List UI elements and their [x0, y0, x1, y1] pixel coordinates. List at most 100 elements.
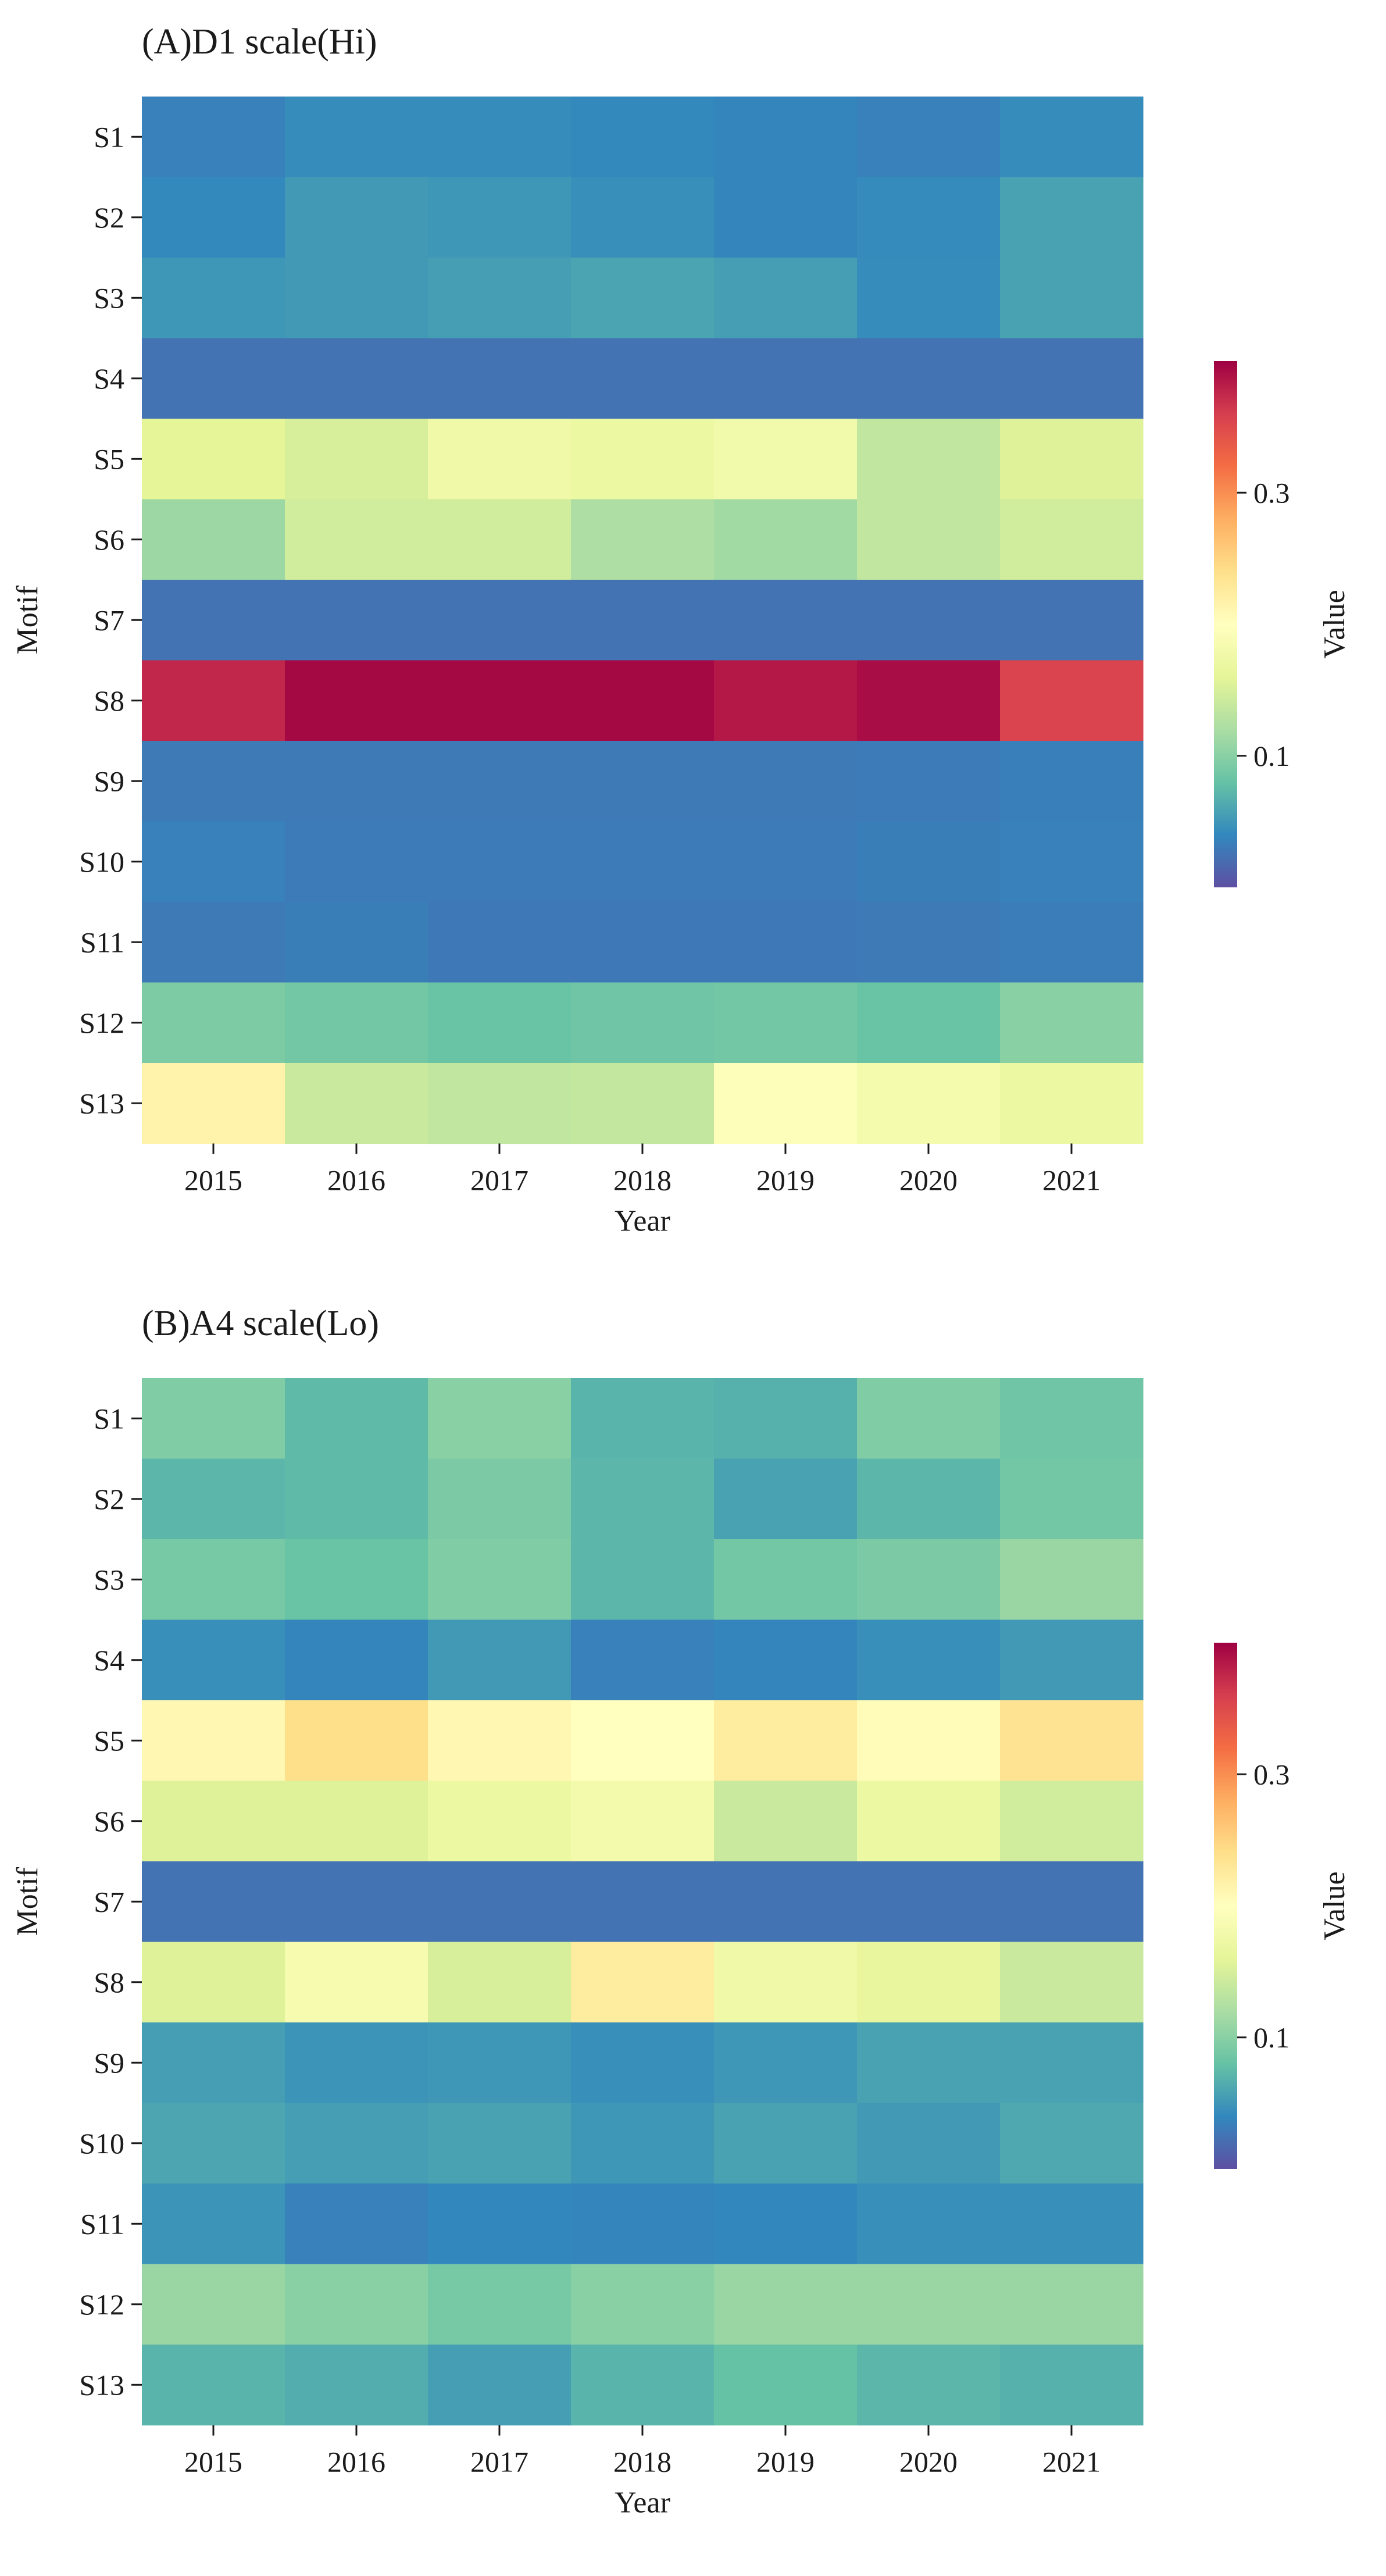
heatmap-cell-S1-2018 — [571, 1378, 715, 1460]
heatmap-cell-S11-2020 — [857, 902, 1001, 983]
heatmap-cell-S2-2015 — [142, 1458, 285, 1540]
heatmap-cell-S1-2016 — [285, 1378, 428, 1460]
heatmap-cell-S12-2018 — [571, 982, 715, 1064]
heatmap-cell-S9-2016 — [285, 2022, 428, 2104]
heatmap-cell-S5-2019 — [714, 1700, 858, 1782]
heatmap-cell-S1-2017 — [428, 1378, 571, 1460]
heatmap-cell-S10-2020 — [857, 2103, 1001, 2184]
heatmap-cell-S12-2016 — [285, 982, 428, 1064]
heatmap-cell-S3-2015 — [142, 258, 285, 339]
heatmap-cell-S12-2015 — [142, 2264, 285, 2345]
heatmap-cell-S8-2017 — [428, 660, 571, 741]
heatmap-cell-S13-2019 — [714, 1063, 858, 1144]
heatmap-cell-S12-2015 — [142, 982, 285, 1064]
heatmap-cell-S12-2017 — [428, 2264, 571, 2345]
heatmap-cell-S11-2018 — [571, 2183, 715, 2265]
heatmap-cell-S2-2021 — [1000, 1458, 1144, 1540]
x-tick-label: 2016 — [327, 2446, 385, 2478]
heatmap-cell-S7-2017 — [428, 1861, 571, 1943]
heatmap-cell-S7-2019 — [714, 580, 858, 661]
x-tick-label: 2015 — [184, 2446, 242, 2478]
heatmap-cell-S9-2021 — [1000, 741, 1144, 822]
y-axis-label: Motif — [11, 585, 44, 654]
heatmap-cell-S10-2020 — [857, 821, 1001, 902]
heatmap-cell-S4-2021 — [1000, 338, 1144, 419]
heatmap-cell-S13-2020 — [857, 1063, 1001, 1144]
heatmap-cell-S6-2021 — [1000, 1781, 1144, 1862]
heatmap-cell-S1-2015 — [142, 97, 285, 178]
heatmap-cell-S7-2016 — [285, 580, 428, 661]
heatmap-cell-S13-2016 — [285, 2345, 428, 2426]
heatmap-cell-S2-2019 — [714, 177, 858, 258]
heatmap-cell-S8-2019 — [714, 1942, 858, 2023]
heatmap-cell-S11-2021 — [1000, 902, 1144, 983]
heatmap-cell-S10-2018 — [571, 821, 715, 902]
heatmap-cell-S2-2015 — [142, 177, 285, 258]
y-tick-label: S1 — [94, 120, 124, 153]
heatmap-cell-S1-2017 — [428, 97, 571, 178]
y-tick-label: S12 — [79, 1007, 124, 1039]
heatmap-cell-S7-2015 — [142, 580, 285, 661]
y-tick-label: S7 — [94, 604, 124, 636]
heatmap-panel-a: (A)D1 scale(Hi) S1 S2 S3 S4 S5 S6 S7 S8 S9 S10 S11 S… — [11, 22, 1351, 1238]
heatmap-cell-S13-2021 — [1000, 2345, 1144, 2426]
heatmap-cell-S12-2020 — [857, 2264, 1001, 2345]
x-tick-label: 2018 — [613, 2446, 671, 2478]
colorbar-tick-label: 0.1 — [1253, 2021, 1290, 2054]
heatmap-cell-S9-2020 — [857, 2022, 1001, 2104]
heatmap-cell-S3-2019 — [714, 258, 858, 339]
heatmap-panel-b: (B)A4 scale(Lo) S1 S2 S3 S4 S5 S6 S7 S8 S9 S10 S11 S… — [11, 1304, 1351, 2520]
heatmap-cell-S3-2021 — [1000, 1539, 1144, 1621]
colorbar-label: Value — [1318, 1871, 1351, 1940]
heatmap-cell-S11-2017 — [428, 902, 571, 983]
colorbar — [1214, 1643, 1237, 2169]
colorbar-tick-label: 0.3 — [1253, 476, 1290, 509]
heatmap-cell-S5-2017 — [428, 419, 571, 500]
heatmap-cell-S7-2018 — [571, 1861, 715, 1943]
heatmap-cell-S3-2017 — [428, 258, 571, 339]
heatmap-cell-S10-2019 — [714, 2103, 858, 2184]
heatmap-cell-S4-2015 — [142, 1619, 285, 1701]
heatmap-cell-S5-2020 — [857, 1700, 1001, 1782]
heatmap-cell-S11-2021 — [1000, 2183, 1144, 2265]
heatmap-cell-S8-2016 — [285, 660, 428, 741]
heatmap-cell-S2-2016 — [285, 1458, 428, 1540]
y-tick-label: S11 — [80, 2207, 124, 2240]
heatmap-cell-S7-2020 — [857, 1861, 1001, 1943]
heatmap-cell-S11-2016 — [285, 902, 428, 983]
heatmap-cell-S12-2019 — [714, 982, 858, 1064]
heatmap-cell-S9-2021 — [1000, 2022, 1144, 2104]
heatmap-cell-S6-2021 — [1000, 499, 1144, 580]
heatmap-cell-S10-2019 — [714, 821, 858, 902]
heatmap-cell-S6-2019 — [714, 499, 858, 580]
heatmap-cell-S1-2020 — [857, 97, 1001, 178]
heatmap-cell-S3-2016 — [285, 258, 428, 339]
heatmap-cell-S4-2015 — [142, 338, 285, 419]
colorbar — [1214, 361, 1237, 887]
heatmap-cell-S13-2019 — [714, 2345, 858, 2426]
heatmap-cell-S1-2021 — [1000, 1378, 1144, 1460]
heatmap-cell-S4-2020 — [857, 1619, 1001, 1701]
heatmap-cell-S8-2018 — [571, 660, 715, 741]
heatmap-cell-S11-2015 — [142, 902, 285, 983]
heatmap-cell-S11-2019 — [714, 2183, 858, 2265]
heatmap-cell-S3-2021 — [1000, 258, 1144, 339]
heatmap-cell-S9-2017 — [428, 2022, 571, 2104]
heatmap-cell-S6-2017 — [428, 499, 571, 580]
heatmap-cell-S5-2020 — [857, 419, 1001, 500]
heatmap-cell-S2-2021 — [1000, 177, 1144, 258]
x-tick-label: 2017 — [470, 1164, 528, 1197]
x-tick-label: 2021 — [1042, 2446, 1101, 2478]
heatmap-cell-S5-2016 — [285, 419, 428, 500]
y-tick-label: S6 — [94, 523, 124, 556]
heatmap-cell-S12-2018 — [571, 2264, 715, 2345]
heatmap-cell-S13-2018 — [571, 2345, 715, 2426]
heatmap-cell-S5-2018 — [571, 1700, 715, 1782]
colorbar-tick-label: 0.3 — [1253, 1758, 1290, 1790]
heatmap-cell-S10-2016 — [285, 2103, 428, 2184]
heatmap-cell-S9-2018 — [571, 2022, 715, 2104]
heatmap-cell-S7-2015 — [142, 1861, 285, 1943]
heatmap-cell-S9-2015 — [142, 2022, 285, 2104]
y-tick-label: S10 — [79, 845, 124, 878]
heatmap-cell-S7-2018 — [571, 580, 715, 661]
